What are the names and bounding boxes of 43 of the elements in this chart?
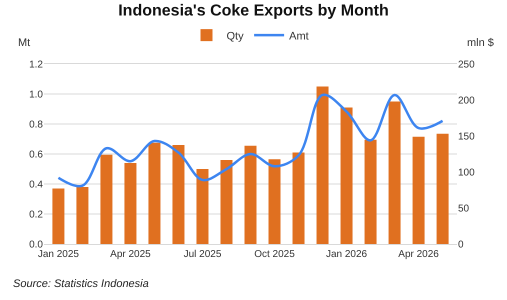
y-tick-label: 1.2 bbox=[29, 60, 44, 70]
bar bbox=[244, 146, 256, 244]
y-axis-title: Mt bbox=[18, 37, 30, 49]
x-tick-label: Jan 2026 bbox=[326, 249, 368, 260]
x-tick-label: Apr 2026 bbox=[398, 249, 440, 260]
bar bbox=[172, 145, 184, 244]
bar bbox=[100, 154, 112, 244]
line-series bbox=[57, 94, 444, 188]
bar bbox=[52, 188, 64, 244]
y2-tick-label: 200 bbox=[458, 96, 476, 106]
bar bbox=[412, 136, 425, 244]
y-tick-label: 0.4 bbox=[29, 180, 44, 190]
y2-tick-label: 100 bbox=[458, 168, 476, 178]
bar bbox=[388, 102, 401, 244]
source-note: Source: Statistics Indonesia bbox=[13, 278, 149, 290]
chart-title: Indonesia's Coke Exports by Month bbox=[118, 2, 389, 20]
y2-tick-label: 50 bbox=[458, 204, 470, 214]
y2-tick-label: 250 bbox=[458, 60, 476, 70]
y-tick-label: 0.2 bbox=[29, 210, 44, 220]
y-tick-label: 1.0 bbox=[29, 90, 44, 100]
bar bbox=[124, 163, 136, 244]
bar bbox=[364, 140, 377, 244]
bar bbox=[316, 86, 329, 244]
legend-label: Amt bbox=[289, 30, 309, 42]
bar bbox=[196, 169, 208, 244]
x-tick-label: Jul 2025 bbox=[184, 249, 222, 260]
bar bbox=[220, 160, 232, 244]
x-tick-label: Jan 2025 bbox=[38, 249, 80, 260]
bar bbox=[76, 187, 88, 244]
y-tick-label: 0.6 bbox=[29, 150, 44, 160]
y2-tick-label: 150 bbox=[458, 132, 476, 142]
x-tick-label: Oct 2025 bbox=[254, 249, 296, 260]
bar bbox=[148, 142, 160, 244]
legend-label: Qty bbox=[226, 30, 244, 42]
y-tick-label: 0.0 bbox=[29, 240, 44, 250]
y-tick-label: 0.8 bbox=[29, 120, 44, 130]
bar bbox=[268, 159, 281, 244]
bar bbox=[436, 134, 449, 244]
x-tick-label: Apr 2025 bbox=[110, 249, 152, 260]
y2-axis-title: mln $ bbox=[467, 37, 494, 49]
bar bbox=[340, 108, 353, 244]
bar bbox=[292, 152, 305, 244]
y2-tick-label: 0 bbox=[458, 240, 464, 250]
